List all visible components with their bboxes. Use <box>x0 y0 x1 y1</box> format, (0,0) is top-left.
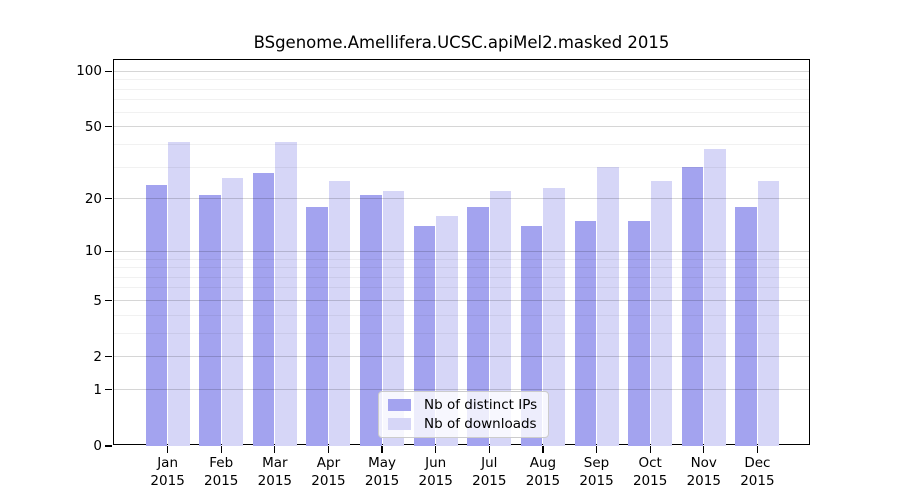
gridline-minor-8 <box>114 267 809 269</box>
x-tick-label-mar: Mar 2015 <box>257 455 293 489</box>
legend: Nb of distinct IPs Nb of downloads <box>378 391 550 438</box>
bar-downloads-apr <box>328 181 351 446</box>
bar-distinct-ips-dec <box>735 206 757 446</box>
gridline-minor-7 <box>114 276 809 278</box>
legend-label-downloads: Nb of downloads <box>424 416 537 432</box>
x-tick-mar <box>274 446 276 453</box>
gridline-minor-4 <box>114 314 809 316</box>
x-tick-label-jul: Jul 2015 <box>472 455 507 489</box>
legend-item-distinct-ips: Nb of distinct IPs <box>388 397 537 413</box>
bar-downloads-jan <box>168 142 190 446</box>
gridline-major-5 <box>114 300 809 301</box>
gridline-major-10 <box>114 250 809 252</box>
bar-downloads-may <box>382 191 405 446</box>
bar-distinct-ips-jan <box>145 184 168 446</box>
x-tick-label-jun: Jun 2015 <box>418 455 453 489</box>
y-tick-label-10: 10 <box>84 243 102 260</box>
x-tick-aug <box>542 446 544 453</box>
gridline-minor-80 <box>114 88 809 90</box>
y-tick-label-2: 2 <box>93 348 102 365</box>
x-tick-may <box>381 446 383 453</box>
x-tick-nov <box>703 446 705 453</box>
bar-downloads-oct <box>650 181 673 446</box>
gridline-minor-30 <box>114 166 809 168</box>
y-tick-label-20: 20 <box>84 190 102 207</box>
gridline-minor-40 <box>114 143 809 145</box>
y-tick-100 <box>105 70 112 72</box>
downloads-swatch <box>388 418 411 430</box>
plot-area: Nb of distinct IPs Nb of downloads Jan 2… <box>76 59 810 489</box>
bar-distinct-ips-nov <box>681 167 704 446</box>
y-tick-label-50: 50 <box>84 118 102 135</box>
x-tick-label-nov: Nov 2015 <box>686 455 721 489</box>
gridline-minor-9 <box>114 258 809 260</box>
y-tick-20 <box>105 198 112 200</box>
y-tick-2 <box>105 356 112 358</box>
bar-downloads-sep <box>597 167 619 446</box>
bar-downloads-nov <box>704 148 726 446</box>
bar-downloads-aug <box>543 187 565 446</box>
x-tick-label-apr: Apr 2015 <box>311 455 346 489</box>
gridline-minor-70 <box>114 99 809 101</box>
gridline-major-100 <box>114 70 809 72</box>
bar-distinct-ips-feb <box>199 195 221 446</box>
bar-downloads-mar <box>275 142 297 446</box>
x-tick-jan <box>166 446 169 453</box>
gridline-major-1 <box>114 389 809 391</box>
x-tick-apr <box>327 446 330 453</box>
bar-distinct-ips-sep <box>574 220 597 446</box>
y-tick-label-0: 0 <box>93 438 102 454</box>
gridline-minor-3 <box>114 332 809 334</box>
x-tick-label-may: May 2015 <box>364 455 400 489</box>
bar-downloads-jun <box>436 215 458 446</box>
y-tick-50 <box>105 126 112 128</box>
x-tick-oct <box>649 446 651 453</box>
gridline-major-2 <box>114 356 809 358</box>
bar-distinct-ips-apr <box>306 206 328 446</box>
x-tick-label-feb: Feb 2015 <box>204 455 239 489</box>
gridline-major-50 <box>114 126 809 128</box>
x-tick-label-aug: Aug 2015 <box>525 455 561 489</box>
gridline-minor-6 <box>114 287 809 289</box>
bar-distinct-ips-jul <box>467 206 489 446</box>
bar-downloads-jul <box>489 191 512 446</box>
gridline-major-20 <box>114 198 809 200</box>
x-tick-label-jan: Jan 2015 <box>150 455 185 489</box>
distinct-ips-swatch <box>388 399 411 411</box>
y-tick-5 <box>105 299 112 302</box>
legend-item-downloads: Nb of downloads <box>388 416 537 432</box>
bar-distinct-ips-may <box>360 195 382 446</box>
y-tick-1 <box>105 389 112 391</box>
gridline-minor-60 <box>114 111 809 113</box>
x-tick-label-oct: Oct 2015 <box>632 455 668 489</box>
y-tick-10 <box>105 250 112 252</box>
bar-distinct-ips-oct <box>628 220 650 446</box>
x-tick-label-sep: Sep 2015 <box>579 455 614 489</box>
y-tick-label-100: 100 <box>76 63 102 80</box>
y-tick-0 <box>105 445 112 447</box>
x-tick-sep <box>595 446 598 453</box>
x-tick-jun <box>435 446 437 453</box>
y-tick-label-5: 5 <box>93 292 102 309</box>
x-tick-label-dec: Dec 2015 <box>740 455 775 489</box>
legend-label-distinct-ips: Nb of distinct IPs <box>424 397 538 413</box>
x-tick-jul <box>488 446 490 453</box>
bar-downloads-feb <box>221 178 244 446</box>
bar-downloads-dec <box>757 181 780 446</box>
chart-title: BSgenome.Amellifera.UCSC.apiMel2.masked … <box>253 33 670 52</box>
y-tick-label-1: 1 <box>93 381 102 398</box>
x-tick-feb <box>220 446 222 453</box>
gridline-minor-90 <box>114 79 809 81</box>
x-tick-dec <box>756 446 759 453</box>
bar-distinct-ips-mar <box>252 172 275 446</box>
